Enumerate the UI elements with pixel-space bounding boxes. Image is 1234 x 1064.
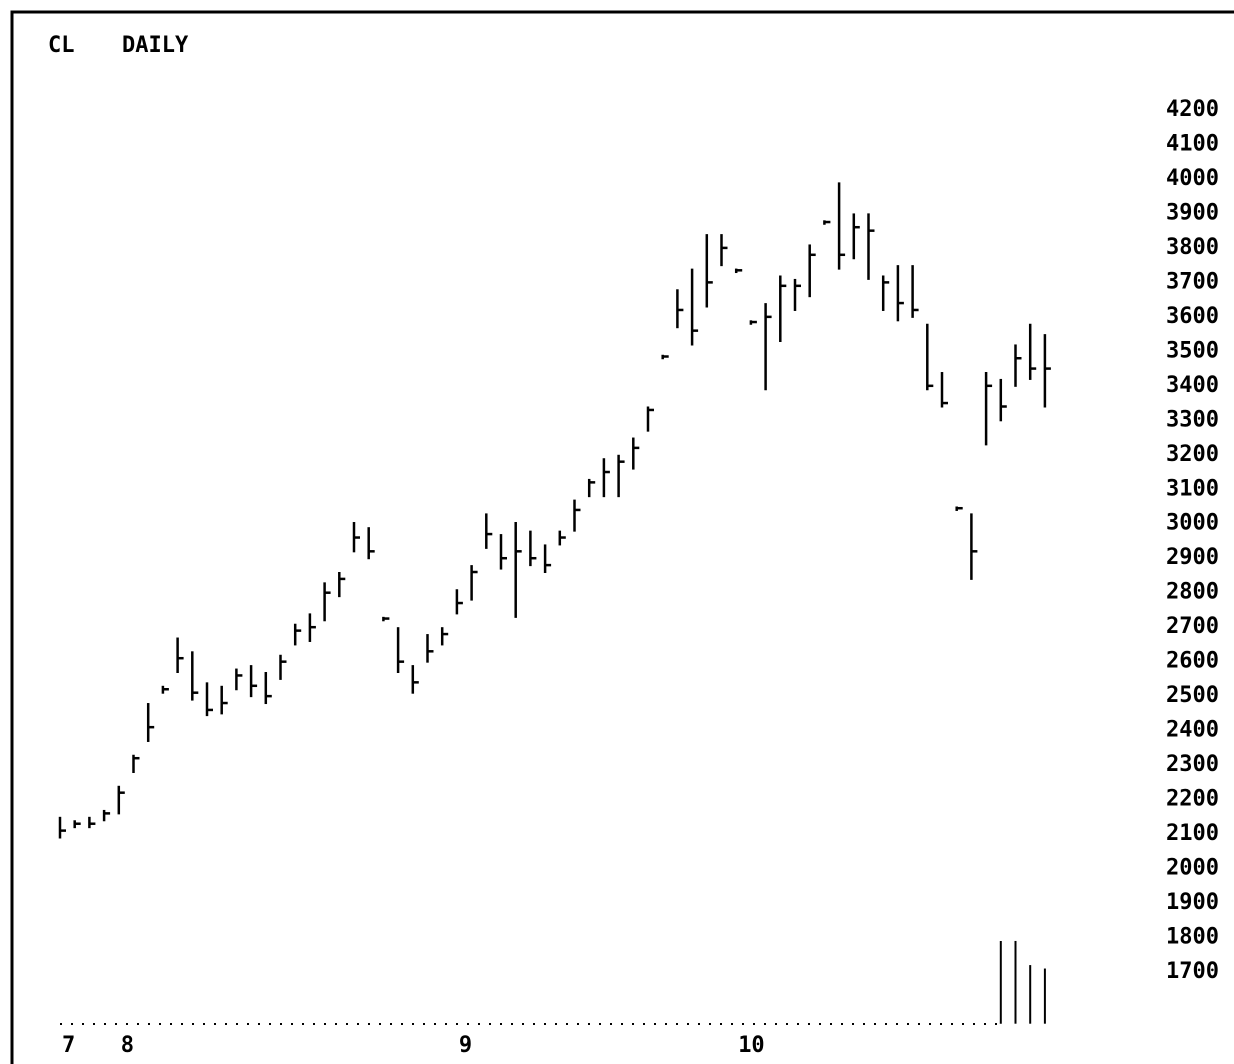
y-tick-label: 3800 [1166,235,1219,260]
y-tick-label: 1800 [1166,925,1219,950]
y-tick-label: 3500 [1166,338,1219,363]
x-tick-label: 7 [62,1033,75,1058]
y-tick-label: 3200 [1166,442,1219,467]
y-tick-label: 3700 [1166,269,1219,294]
y-tick-label: 3300 [1166,407,1219,432]
frame [10,10,1234,1064]
y-tick-label: 3100 [1166,476,1219,501]
y-tick-label: 2600 [1166,649,1219,674]
x-tick-label: 9 [459,1033,472,1058]
y-tick-label: 2500 [1166,683,1219,708]
y-tick-label: 3000 [1166,511,1219,536]
y-tick-label: 4000 [1166,166,1219,191]
y-tick-label: 2300 [1166,752,1219,777]
y-tick-label: 2200 [1166,787,1219,812]
chart-title: CL [48,33,75,58]
y-tick-label: 3600 [1166,304,1219,329]
y-tick-label: 3900 [1166,200,1219,225]
y-tick-label: 2400 [1166,718,1219,743]
y-tick-label: 2900 [1166,545,1219,570]
y-tick-label: 4200 [1166,97,1219,122]
y-tick-label: 2700 [1166,614,1219,639]
y-tick-label: 1900 [1166,890,1219,915]
y-tick-label: 1700 [1166,959,1219,984]
chart-subtitle: DAILY [122,33,189,58]
x-tick-label: 8 [121,1033,134,1058]
y-tick-label: 2100 [1166,821,1219,846]
y-tick-label: 2800 [1166,580,1219,605]
y-tick-label: 4100 [1166,131,1219,156]
y-tick-label: 2000 [1166,856,1219,881]
y-tick-label: 3400 [1166,373,1219,398]
x-tick-label: 10 [738,1033,765,1058]
